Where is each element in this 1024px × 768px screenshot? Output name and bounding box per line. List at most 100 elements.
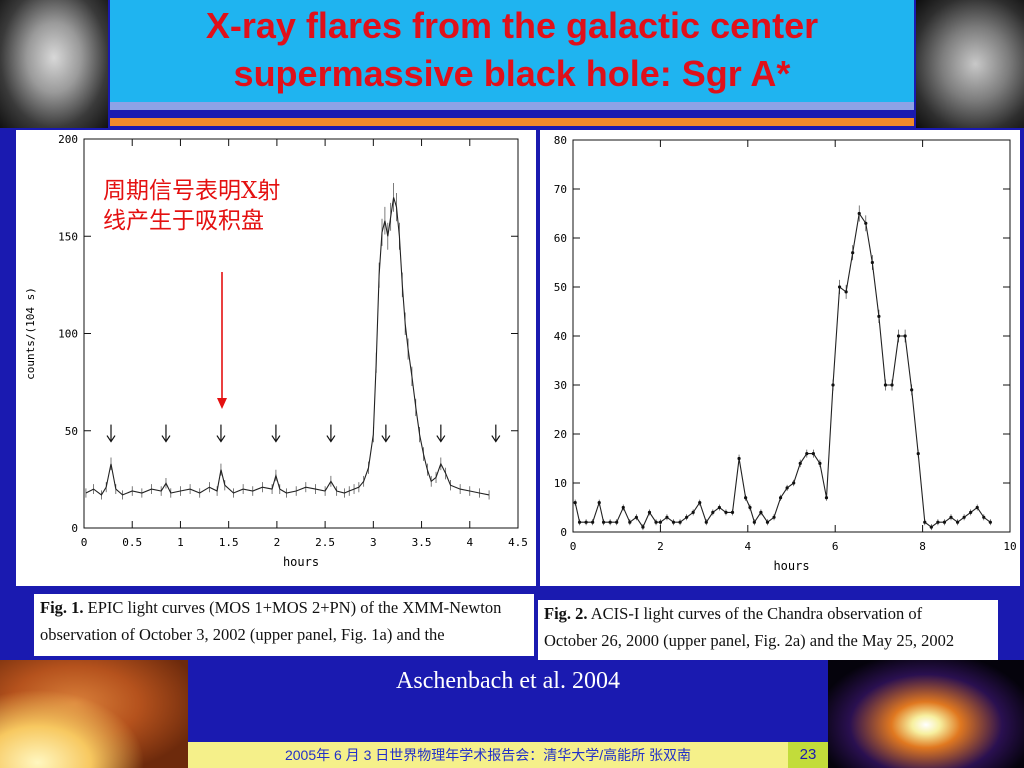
chart2-data-point xyxy=(634,515,638,519)
chart1-ylabel: counts/(104 s) xyxy=(24,287,37,380)
chart2-data-point xyxy=(942,520,947,524)
newton-portrait xyxy=(0,0,108,128)
chart2-data-point xyxy=(883,383,888,387)
chart2-data-point xyxy=(988,520,992,524)
chart1-xlabel: hours xyxy=(283,555,319,569)
chart2-ytick-label: 10 xyxy=(554,477,567,490)
slide-title-line1: X-ray flares from the galactic center xyxy=(205,5,819,46)
chart2-data-point xyxy=(608,520,612,524)
chart2-data-point xyxy=(778,496,783,500)
chart2-data-point xyxy=(955,520,960,524)
chart1-xtick-label: 0 xyxy=(81,536,88,549)
chart2-data-point xyxy=(837,285,842,289)
chart2-data-point xyxy=(982,515,986,519)
fig2-caption-line2: October 26, 2000 (upper panel, Fig. 2a) … xyxy=(544,631,955,650)
chart2-data-point xyxy=(577,520,582,524)
chart2-data-point xyxy=(759,510,763,514)
chart2-data-point xyxy=(724,510,728,514)
chart2-frame xyxy=(572,139,1011,533)
black-hole-jet-image xyxy=(828,660,1024,768)
xmm-light-curve-panel: 0 0.5 1 1.5 2 2.5 3 3.5 4 4.5 0 50 100 150 200 hours c… xyxy=(16,130,536,586)
chart2-data-point xyxy=(929,525,933,529)
chart2-data-point xyxy=(870,260,874,265)
chart2-data-point xyxy=(877,314,881,318)
chandra-light-curve-panel: 0 2 4 6 8 10 0 10 20 30 40 50 60 70 80 hours xyxy=(540,130,1020,586)
chart2-data-point xyxy=(923,520,927,524)
chart2-data-point xyxy=(752,520,756,524)
page-number: 23 xyxy=(788,742,828,768)
period-arrow-head-icon xyxy=(491,435,501,443)
xmm-light-curve-series xyxy=(85,197,490,496)
fig2-caption: Fig. 2. ACIS-I light curves of the Chand… xyxy=(538,600,998,660)
chart2-data-point xyxy=(584,520,588,524)
chart2-data-point xyxy=(628,520,632,524)
chart2-data-point xyxy=(573,501,577,505)
chart1-xtick-label: 0.5 xyxy=(122,536,142,549)
chart2-data-point xyxy=(711,510,715,514)
chart2-ytick-label: 20 xyxy=(554,428,567,441)
chart2-ytick-label: 80 xyxy=(554,134,567,147)
chart2-data-point xyxy=(831,383,835,387)
period-arrow-head-icon xyxy=(381,435,391,443)
chart2-data-point xyxy=(765,520,770,524)
chart1-xtick-label: 4 xyxy=(466,536,473,549)
chart2-data-point xyxy=(665,515,669,519)
chart2-data-point xyxy=(615,520,619,524)
chart2-data-point xyxy=(748,505,752,510)
fig1-caption-line2: observation of October 3, 2002 (upper pa… xyxy=(40,625,445,644)
chart2-ytick-label: 40 xyxy=(554,330,567,343)
chart2-data-point xyxy=(844,290,848,294)
chart2-data-point xyxy=(936,520,940,524)
fig1-caption: Fig. 1. EPIC light curves (MOS 1+MOS 2+P… xyxy=(34,594,534,656)
chart2-data-point xyxy=(601,520,606,524)
einstein-portrait xyxy=(916,0,1024,128)
title-box: X-ray flares from the galactic center su… xyxy=(110,0,914,102)
chart2-data-point xyxy=(811,452,815,456)
chart2-data-point xyxy=(949,515,953,519)
chart2-data-point xyxy=(744,496,748,500)
period-arrow-head-icon xyxy=(436,435,446,443)
chart2-data-point xyxy=(785,486,789,490)
period-arrow-head-icon xyxy=(106,435,116,443)
chart2-xtick-label: 0 xyxy=(570,540,577,553)
chart2-data-point xyxy=(896,334,901,338)
chart2-data-point xyxy=(691,510,695,514)
chart2-data-point xyxy=(798,461,802,465)
periodic-signal-annotation: 周期信号表明X射 线产生于吸积盘 xyxy=(103,178,281,234)
chart2-data-point xyxy=(772,515,776,519)
chart2-data-point xyxy=(597,501,601,505)
chart2-data-point xyxy=(621,505,625,510)
chandra-light-curve-chart: 0 2 4 6 8 10 0 10 20 30 40 50 60 70 80 hours xyxy=(554,134,1017,573)
chart2-data-point xyxy=(737,456,741,461)
chart1-xtick-label: 4.5 xyxy=(508,536,528,549)
chart2-data-point xyxy=(730,510,735,514)
chart2-ytick-label: 70 xyxy=(554,183,567,196)
chart2-xtick-label: 6 xyxy=(832,540,839,553)
chart1-xtick-label: 2 xyxy=(274,536,281,549)
chart1-ytick-label: 0 xyxy=(71,522,78,535)
chart1-xtick-label: 2.5 xyxy=(315,536,335,549)
annotation-red-arrow-icon xyxy=(217,272,227,409)
period-arrow-head-icon xyxy=(216,435,226,443)
chart1-ytick-label: 100 xyxy=(58,328,78,341)
chart2-data-point xyxy=(704,520,708,524)
chart2-data-point xyxy=(647,510,652,514)
chart2-data-point xyxy=(851,251,855,255)
chart2-data-point xyxy=(864,221,868,225)
slide-title-line2: supermassive black hole: Sgr A* xyxy=(233,53,791,94)
chart2-data-point xyxy=(591,520,595,524)
chart2-data-point xyxy=(890,383,894,387)
chart2-data-point xyxy=(962,515,966,519)
citation-text: Aschenbach et al. 2004 xyxy=(396,668,620,694)
chart2-data-point xyxy=(641,525,645,529)
chart2-ytick-label: 50 xyxy=(554,281,567,294)
fig2-caption-line1: ACIS-I light curves of the Chandra obser… xyxy=(587,604,923,623)
chart1-ytick-label: 200 xyxy=(58,133,78,146)
fig2-caption-label: Fig. 2. xyxy=(544,604,588,623)
chart2-ytick-label: 60 xyxy=(554,232,567,245)
chart2-data-point xyxy=(910,388,914,392)
chart2-data-point xyxy=(903,334,907,338)
chart2-xtick-label: 10 xyxy=(1003,540,1016,553)
chart2-data-point xyxy=(916,452,920,456)
solar-loops-image xyxy=(0,660,188,768)
